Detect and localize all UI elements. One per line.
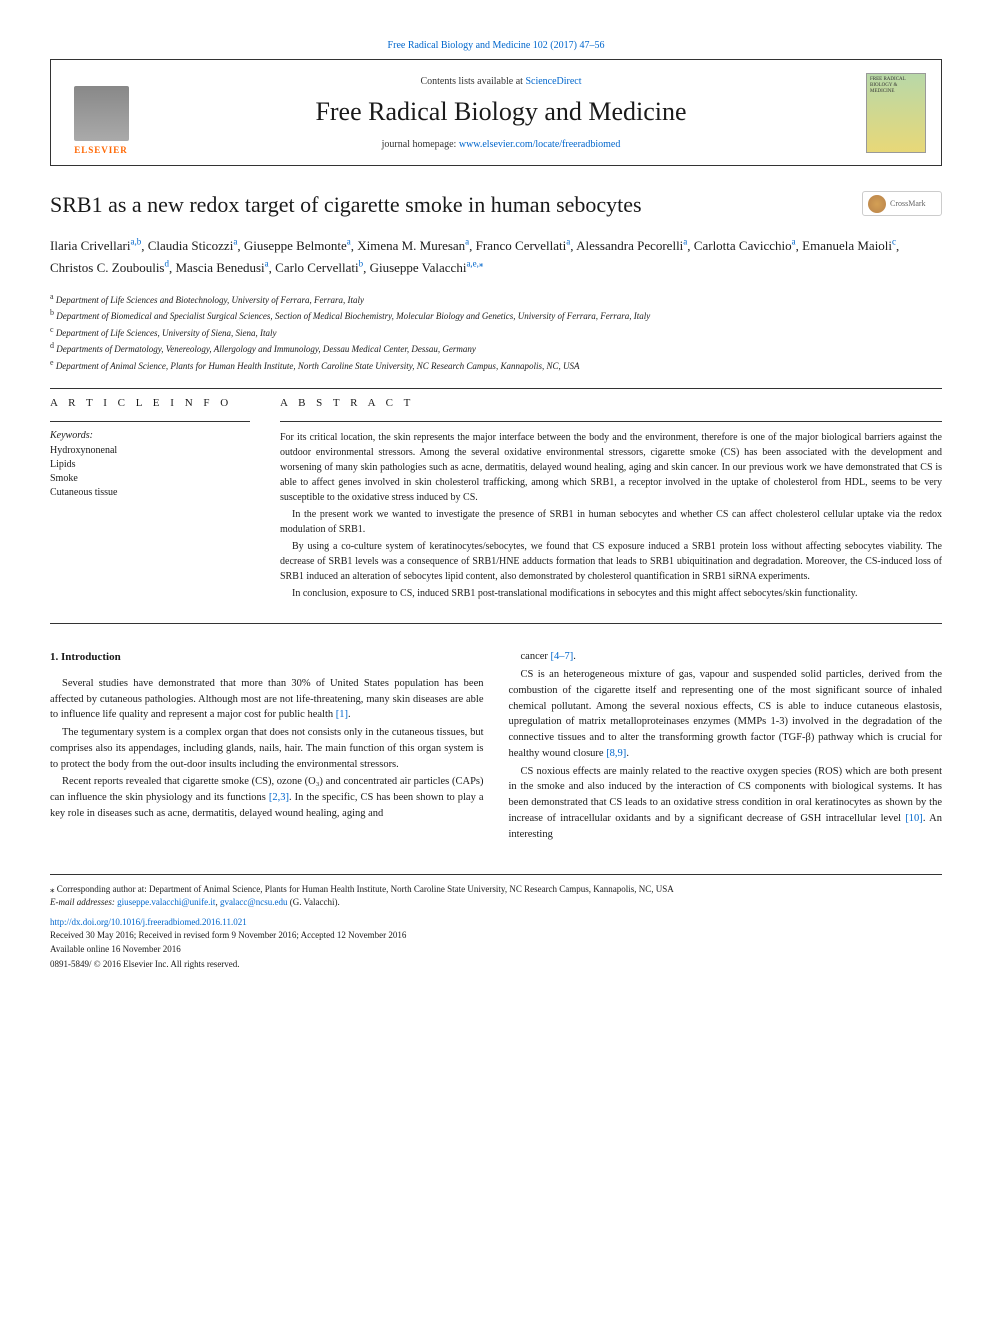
email-link-1[interactable]: giuseppe.valacchi@unife.it: [117, 897, 215, 907]
author: Emanuela Maiolic: [802, 238, 896, 253]
author-sup: a: [233, 237, 237, 247]
author: Alessandra Pecorellia: [576, 238, 687, 253]
author: Giuseppe Valacchia,e,⁎: [370, 260, 484, 275]
keyword: Hydroxynonenal: [50, 444, 250, 458]
author-sup: b: [359, 259, 364, 269]
author-sup: a: [347, 237, 351, 247]
elsevier-label: ELSEVIER: [74, 145, 128, 155]
affiliation: a Department of Life Sciences and Biotec…: [50, 291, 942, 308]
footer-divider: [50, 874, 942, 875]
abstract-text: For its critical location, the skin repr…: [280, 430, 942, 601]
top-citation[interactable]: Free Radical Biology and Medicine 102 (2…: [50, 40, 942, 51]
crossmark-badge[interactable]: CrossMark: [862, 191, 942, 216]
doi-link[interactable]: http://dx.doi.org/10.1016/j.freeradbiome…: [50, 917, 942, 927]
divider: [50, 388, 942, 389]
affiliation: d Departments of Dermatology, Venereolog…: [50, 340, 942, 357]
keyword: Smoke: [50, 472, 250, 486]
elsevier-logo[interactable]: ELSEVIER: [66, 70, 136, 155]
left-column: 1. Introduction Several studies have dem…: [50, 649, 484, 844]
author: Christos C. Zouboulisd: [50, 260, 169, 275]
cover-text: FREE RADICAL BIOLOGY & MEDICINE: [867, 74, 925, 98]
body-paragraph: cancer [4–7].: [509, 649, 943, 665]
author: Carlo Cervellatib: [275, 260, 363, 275]
abstract-section: A B S T R A C T For its critical locatio…: [280, 397, 942, 603]
pub-info-line: 0891-5849/ © 2016 Elsevier Inc. All righ…: [50, 958, 942, 971]
header-center: Contents lists available at ScienceDirec…: [136, 76, 866, 150]
homepage-link[interactable]: www.elsevier.com/locate/freeradbiomed: [459, 139, 621, 150]
divider: [280, 421, 942, 422]
contents-prefix: Contents lists available at: [420, 76, 525, 87]
author-sup: a: [566, 237, 570, 247]
homepage-prefix: journal homepage:: [382, 139, 459, 150]
author-sup: a,e,⁎: [466, 259, 483, 269]
author: Ximena M. Muresana: [357, 238, 469, 253]
elsevier-tree-icon: [74, 86, 129, 141]
author: Franco Cervellatia: [476, 238, 571, 253]
affiliation: b Department of Biomedical and Specialis…: [50, 307, 942, 324]
body-paragraph: CS is an heterogeneous mixture of gas, v…: [509, 667, 943, 762]
affiliation-list: a Department of Life Sciences and Biotec…: [50, 291, 942, 374]
divider: [50, 421, 250, 422]
affiliation: c Department of Life Sciences, Universit…: [50, 324, 942, 341]
affiliation: e Department of Animal Science, Plants f…: [50, 357, 942, 374]
divider: [50, 623, 942, 624]
pub-info-line: Available online 16 November 2016: [50, 943, 942, 956]
journal-header: ELSEVIER Contents lists available at Sci…: [50, 59, 942, 166]
body-paragraph: Several studies have demonstrated that m…: [50, 676, 484, 723]
author-sup: d: [165, 259, 170, 269]
author-sup: a: [683, 237, 687, 247]
abstract-paragraph: For its critical location, the skin repr…: [280, 430, 942, 505]
corresponding-author-note: ⁎ Corresponding author at: Department of…: [50, 883, 942, 908]
corresponding-text: ⁎ Corresponding author at: Department of…: [50, 884, 674, 894]
author-sup: a: [265, 259, 269, 269]
keyword: Cutaneous tissue: [50, 486, 250, 500]
sciencedirect-link[interactable]: ScienceDirect: [525, 76, 581, 87]
abstract-heading: A B S T R A C T: [280, 397, 942, 409]
email-label: E-mail addresses:: [50, 897, 117, 907]
journal-cover-thumb[interactable]: FREE RADICAL BIOLOGY & MEDICINE: [866, 73, 926, 153]
pub-info-line: Received 30 May 2016; Received in revise…: [50, 929, 942, 942]
author-list: Ilaria Crivellaria,b, Claudia Sticozzia,…: [50, 235, 942, 279]
body-paragraph: The tegumentary system is a complex orga…: [50, 725, 484, 772]
keyword: Lipids: [50, 458, 250, 472]
abstract-paragraph: In conclusion, exposure to CS, induced S…: [280, 586, 942, 601]
crossmark-label: CrossMark: [890, 199, 926, 208]
keywords-label: Keywords:: [50, 430, 250, 441]
author: Ilaria Crivellaria,b: [50, 238, 141, 253]
author-sup: c: [892, 237, 896, 247]
author-sup: a: [792, 237, 796, 247]
author: Giuseppe Belmontea: [244, 238, 351, 253]
article-info-heading: A R T I C L E I N F O: [50, 397, 250, 409]
email-suffix: (G. Valacchi).: [287, 897, 339, 907]
ref-link[interactable]: [10]: [905, 813, 923, 824]
author: Carlotta Cavicchioa: [694, 238, 796, 253]
right-column: cancer [4–7]. CS is an heterogeneous mixt…: [509, 649, 943, 844]
homepage-line: journal homepage: www.elsevier.com/locat…: [156, 139, 846, 150]
abstract-paragraph: In the present work we wanted to investi…: [280, 507, 942, 537]
journal-name: Free Radical Biology and Medicine: [156, 97, 846, 127]
author: Mascia Benedusia: [176, 260, 269, 275]
contents-lists-line: Contents lists available at ScienceDirec…: [156, 76, 846, 87]
author-sup: a: [465, 237, 469, 247]
email-link-2[interactable]: gvalacc@ncsu.edu: [220, 897, 288, 907]
article-title: SRB1 as a new redox target of cigarette …: [50, 191, 862, 220]
ref-link[interactable]: [1]: [336, 709, 348, 720]
ref-link[interactable]: [4–7]: [551, 651, 574, 662]
intro-heading: 1. Introduction: [50, 649, 484, 666]
ref-link[interactable]: [8,9]: [606, 748, 626, 759]
crossmark-icon: [868, 195, 886, 213]
abstract-paragraph: By using a co-culture system of keratino…: [280, 539, 942, 584]
author: Claudia Sticozzia: [148, 238, 238, 253]
article-info-section: A R T I C L E I N F O Keywords: Hydroxyn…: [50, 397, 250, 603]
ref-link[interactable]: [2,3]: [269, 792, 289, 803]
body-paragraph: CS noxious effects are mainly related to…: [509, 764, 943, 843]
author-sup: a,b: [131, 237, 142, 247]
body-paragraph: Recent reports revealed that cigarette s…: [50, 774, 484, 821]
